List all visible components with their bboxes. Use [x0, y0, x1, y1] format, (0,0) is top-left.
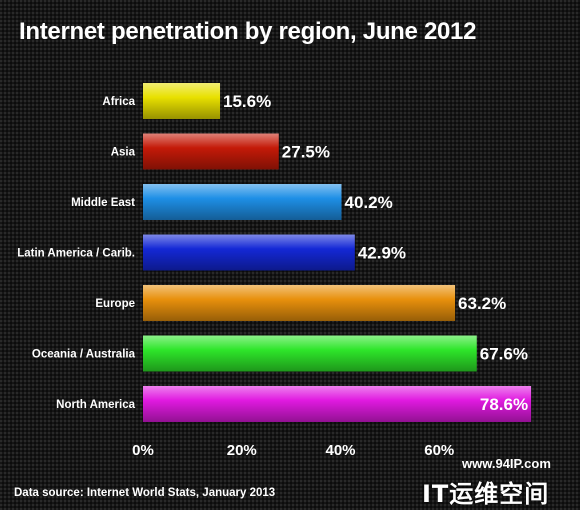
value-label-north-america: 78.6%	[480, 395, 528, 414]
bar-europe	[143, 285, 456, 321]
data-source-note: Data source: Internet World Stats, Janua…	[14, 487, 276, 499]
bar-oceania-australia	[143, 335, 477, 372]
watermark: www.94IP.com IT运维空间	[412, 456, 572, 508]
bar-north-america	[143, 386, 532, 422]
x-tick-label: 20%	[227, 442, 257, 459]
value-label-middle-east: 40.2%	[344, 193, 392, 212]
bar-asia	[143, 133, 279, 170]
bar-africa	[143, 83, 221, 119]
value-label-latin-america-carib: 42.9%	[358, 244, 406, 263]
value-label-africa: 15.6%	[223, 92, 271, 111]
value-label-oceania-australia: 67.6%	[480, 345, 528, 364]
category-label-north-america: North America	[56, 399, 135, 411]
category-label-europe: Europe	[95, 298, 135, 310]
value-label-europe: 63.2%	[458, 294, 506, 313]
bar-latin-america-carib	[143, 234, 355, 271]
category-label-middle-east: Middle East	[71, 197, 135, 209]
category-label-latin-america-carib: Latin America / Carib.	[17, 248, 135, 260]
chart-title: Internet penetration by region, June 201…	[19, 18, 477, 45]
category-label-oceania-australia: Oceania / Australia	[32, 349, 136, 361]
bar-middle-east	[143, 184, 342, 220]
bar-chart: Africa 15.6% Asia 27.5% Middle East 40.2% Lati…	[17, 83, 532, 459]
watermark-logo: IT运维空间	[422, 480, 550, 508]
x-tick-label: 0%	[132, 442, 154, 459]
value-label-asia: 27.5%	[282, 143, 330, 162]
category-label-asia: Asia	[111, 147, 136, 159]
x-tick-label: 40%	[325, 442, 355, 459]
category-label-africa: Africa	[102, 96, 135, 108]
x-tick-label: 60%	[424, 442, 454, 459]
watermark-url: www.94IP.com	[462, 456, 551, 471]
